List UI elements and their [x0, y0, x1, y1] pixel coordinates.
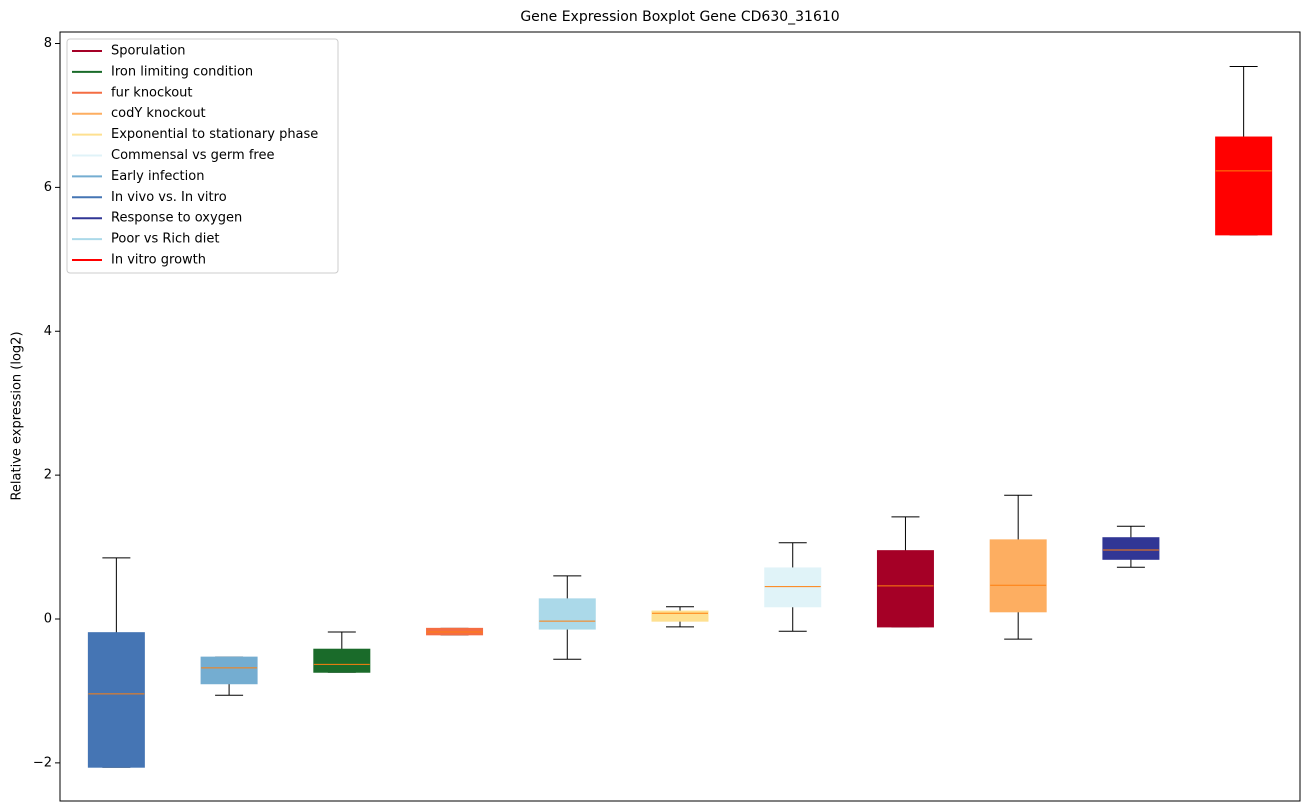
legend-label: In vivo vs. In vitro: [111, 190, 227, 205]
legend-label: In vitro growth: [111, 253, 206, 268]
box: [87, 632, 145, 768]
legend-label: Commensal vs germ free: [111, 148, 274, 163]
box: [989, 539, 1047, 613]
box: [1102, 537, 1160, 560]
legend-box: [66, 38, 339, 274]
box: [538, 598, 596, 630]
y-tick-label: 0: [44, 612, 52, 627]
box: [1215, 136, 1273, 236]
y-axis-label: Relative expression (log2): [10, 331, 25, 500]
legend-label: Sporulation: [111, 44, 186, 59]
box: [313, 648, 371, 673]
y-tick-label: 2: [44, 468, 52, 483]
box: [200, 656, 258, 685]
y-tick-label: 8: [44, 36, 52, 51]
y-tick-label: 4: [44, 324, 52, 339]
legend-label: Early infection: [111, 169, 204, 184]
y-tick-label: −2: [33, 755, 52, 770]
legend-label: codY knockout: [111, 106, 206, 121]
legend-label: Iron limiting condition: [111, 64, 253, 79]
box: [651, 610, 709, 622]
y-tick-label: 6: [44, 180, 52, 195]
legend-label: Exponential to stationary phase: [111, 127, 318, 142]
plot-frame: [59, 31, 1301, 802]
box: [876, 550, 934, 628]
box: [764, 567, 822, 608]
legend-label: Response to oxygen: [111, 211, 242, 226]
legend-label: Poor vs Rich diet: [111, 232, 219, 247]
chart-title: Gene Expression Boxplot Gene CD630_31610: [520, 9, 839, 25]
legend-label: fur knockout: [111, 85, 193, 100]
